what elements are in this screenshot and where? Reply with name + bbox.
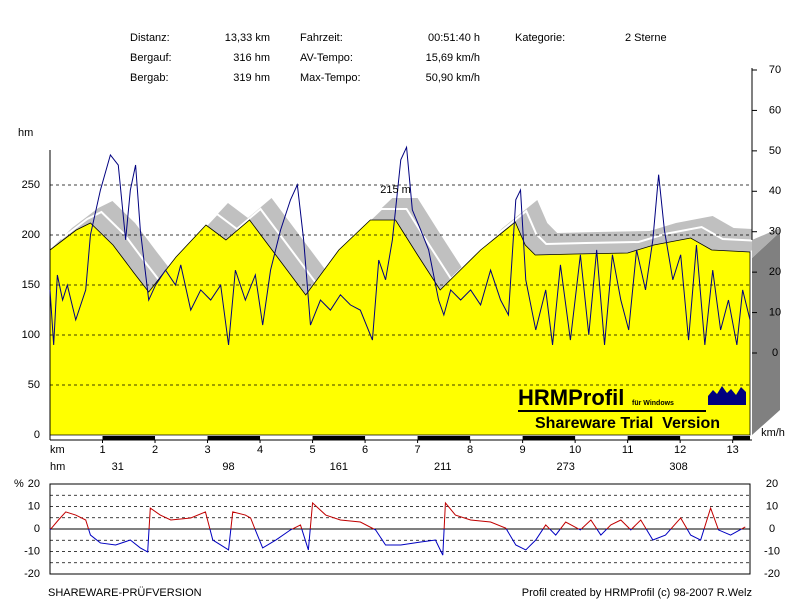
stat-value: 2 Sterne — [625, 32, 667, 44]
climb-label: hm — [50, 461, 65, 473]
stat-value: 00:51:40 h — [428, 32, 480, 44]
y-tick-label: 200 — [22, 229, 40, 241]
y2-axis-label: km/h — [761, 427, 785, 439]
y-tick-label-right: -10 — [764, 545, 780, 557]
profile-back — [50, 198, 752, 295]
scale-segment — [732, 436, 750, 440]
y-tick-label-right: 10 — [766, 500, 778, 512]
stat-value: 15,69 km/h — [426, 52, 480, 64]
stat-label: AV-Tempo: — [300, 52, 353, 64]
footer-left: SHAREWARE-PRÜFVERSION — [48, 587, 202, 599]
stat-value: 13,33 km — [225, 32, 270, 44]
speed-line — [49, 145, 751, 346]
climb-value: 273 — [556, 461, 574, 473]
gradient-line — [49, 501, 746, 556]
side-face — [752, 232, 780, 435]
x-tick-label: 12 — [674, 444, 686, 456]
x-tick-label: 3 — [204, 444, 210, 456]
y2-tick-label: 30 — [769, 226, 781, 238]
scale-segment — [102, 436, 156, 440]
y-tick-label: 10 — [28, 500, 40, 512]
x-tick-label: 1 — [99, 444, 105, 456]
y-tick-label: 20 — [28, 478, 40, 490]
stat-label: Fahrzeit: — [300, 32, 343, 44]
scale-segment — [522, 436, 576, 440]
y-tick-label-right: 0 — [769, 523, 775, 535]
band-stripe — [60, 207, 752, 286]
climb-value: 98 — [222, 461, 234, 473]
x-tick-label: 13 — [727, 444, 739, 456]
climb-value: 161 — [330, 461, 348, 473]
y-tick-label: 100 — [22, 329, 40, 341]
y2-tick-label: 20 — [769, 266, 781, 278]
scale-segment — [207, 436, 261, 440]
y-tick-label: -10 — [24, 545, 40, 557]
stat-value: 316 hm — [233, 52, 270, 64]
stat-value: 50,90 km/h — [426, 72, 480, 84]
y-tick-label: 150 — [22, 279, 40, 291]
y2-tick-label: 40 — [769, 185, 781, 197]
x-axis-label: km — [50, 444, 65, 456]
x-tick-label: 8 — [467, 444, 473, 456]
y-tick-label-right: -20 — [764, 568, 780, 580]
x-tick-label: 5 — [310, 444, 316, 456]
climb-value: 31 — [112, 461, 124, 473]
stat-label: Kategorie: — [515, 32, 565, 44]
x-tick-label: 6 — [362, 444, 368, 456]
y-axis-label: hm — [18, 127, 33, 139]
x-tick-label: 10 — [569, 444, 581, 456]
stat-label: Bergauf: — [130, 52, 172, 64]
footer-right: Profil created by HRMProfil (c) 98-2007 … — [522, 587, 752, 599]
x-tick-label: 11 — [622, 444, 633, 456]
x-tick-label: 7 — [415, 444, 421, 456]
logo-title: HRMProfil — [518, 385, 624, 410]
scale-segment — [627, 436, 681, 440]
y-axis-label: % — [14, 478, 24, 490]
climb-value: 211 — [434, 461, 452, 473]
y-tick-label: 0 — [34, 523, 40, 535]
logo-subtitle: für Windows — [632, 400, 674, 407]
stat-label: Distanz: — [130, 32, 170, 44]
x-tick-label: 2 — [152, 444, 158, 456]
stat-label: Bergab: — [130, 72, 169, 84]
y-tick-label: 250 — [22, 179, 40, 191]
y2-tick-label: 10 — [769, 306, 781, 318]
y2-tick-label: 0 — [772, 347, 778, 359]
profile-band — [50, 198, 752, 295]
y-tick-label: 0 — [34, 429, 40, 441]
x-tick-label: 4 — [257, 444, 263, 456]
logo-icon — [708, 386, 746, 405]
scale-segment — [417, 436, 471, 440]
x-tick-label: 9 — [520, 444, 526, 456]
y-tick-label-right: 20 — [766, 478, 778, 490]
trial-text: Shareware Trial Version — [535, 415, 720, 432]
stat-label: Max-Tempo: — [300, 72, 361, 84]
elevation-area — [49, 219, 751, 436]
y2-tick-label: 60 — [769, 104, 781, 116]
y-tick-label: -20 — [24, 568, 40, 580]
climb-value: 308 — [669, 461, 687, 473]
max-annotation: 215 m — [380, 184, 411, 196]
side-top — [752, 228, 780, 258]
y-tick-label: 50 — [28, 379, 40, 391]
stat-value: 319 hm — [233, 72, 270, 84]
y2-tick-label: 50 — [769, 145, 781, 157]
scale-segment — [312, 436, 366, 440]
y2-tick-label: 70 — [769, 64, 781, 76]
